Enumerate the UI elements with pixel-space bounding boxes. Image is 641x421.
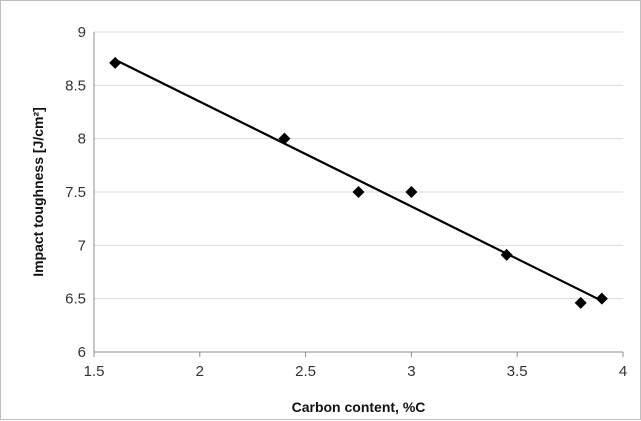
y-tick-label: 7 (78, 237, 86, 254)
data-point-diamond (500, 248, 513, 261)
linear-trendline (114, 58, 603, 302)
data-point-diamond (405, 186, 418, 198)
data-point-diamond (352, 186, 365, 198)
y-tick-label: 7.5 (65, 184, 86, 201)
y-tick-label: 9 (78, 24, 86, 41)
data-point-diamond (278, 132, 291, 145)
axes (93, 32, 624, 357)
x-tick-label: 3.5 (507, 363, 528, 380)
y-axis-title: Impact toughness [J/cm²] (30, 107, 46, 277)
tick-labels: 6 6.5 7 7.5 8 8.5 9 1.5 2 2.5 3 3.5 4 (65, 24, 627, 380)
data-point-diamond (109, 56, 122, 69)
y-tick-label: 6.5 (65, 291, 86, 308)
trendline (114, 58, 603, 302)
data-points (109, 56, 608, 309)
x-tick-label: 1.5 (84, 363, 105, 380)
x-axis-title: Carbon content, %C (292, 399, 426, 415)
x-tick-label: 2 (196, 363, 204, 380)
x-tick-label: 2.5 (295, 363, 316, 380)
x-tick-label: 4 (619, 363, 627, 380)
y-tick-label: 6 (78, 344, 86, 361)
y-tick-label: 8.5 (65, 77, 86, 94)
x-tick-label: 3 (407, 363, 415, 380)
data-point-diamond (595, 292, 608, 305)
data-point-diamond (574, 296, 587, 309)
gridlines (94, 31, 623, 300)
y-tick-label: 8 (78, 131, 86, 148)
